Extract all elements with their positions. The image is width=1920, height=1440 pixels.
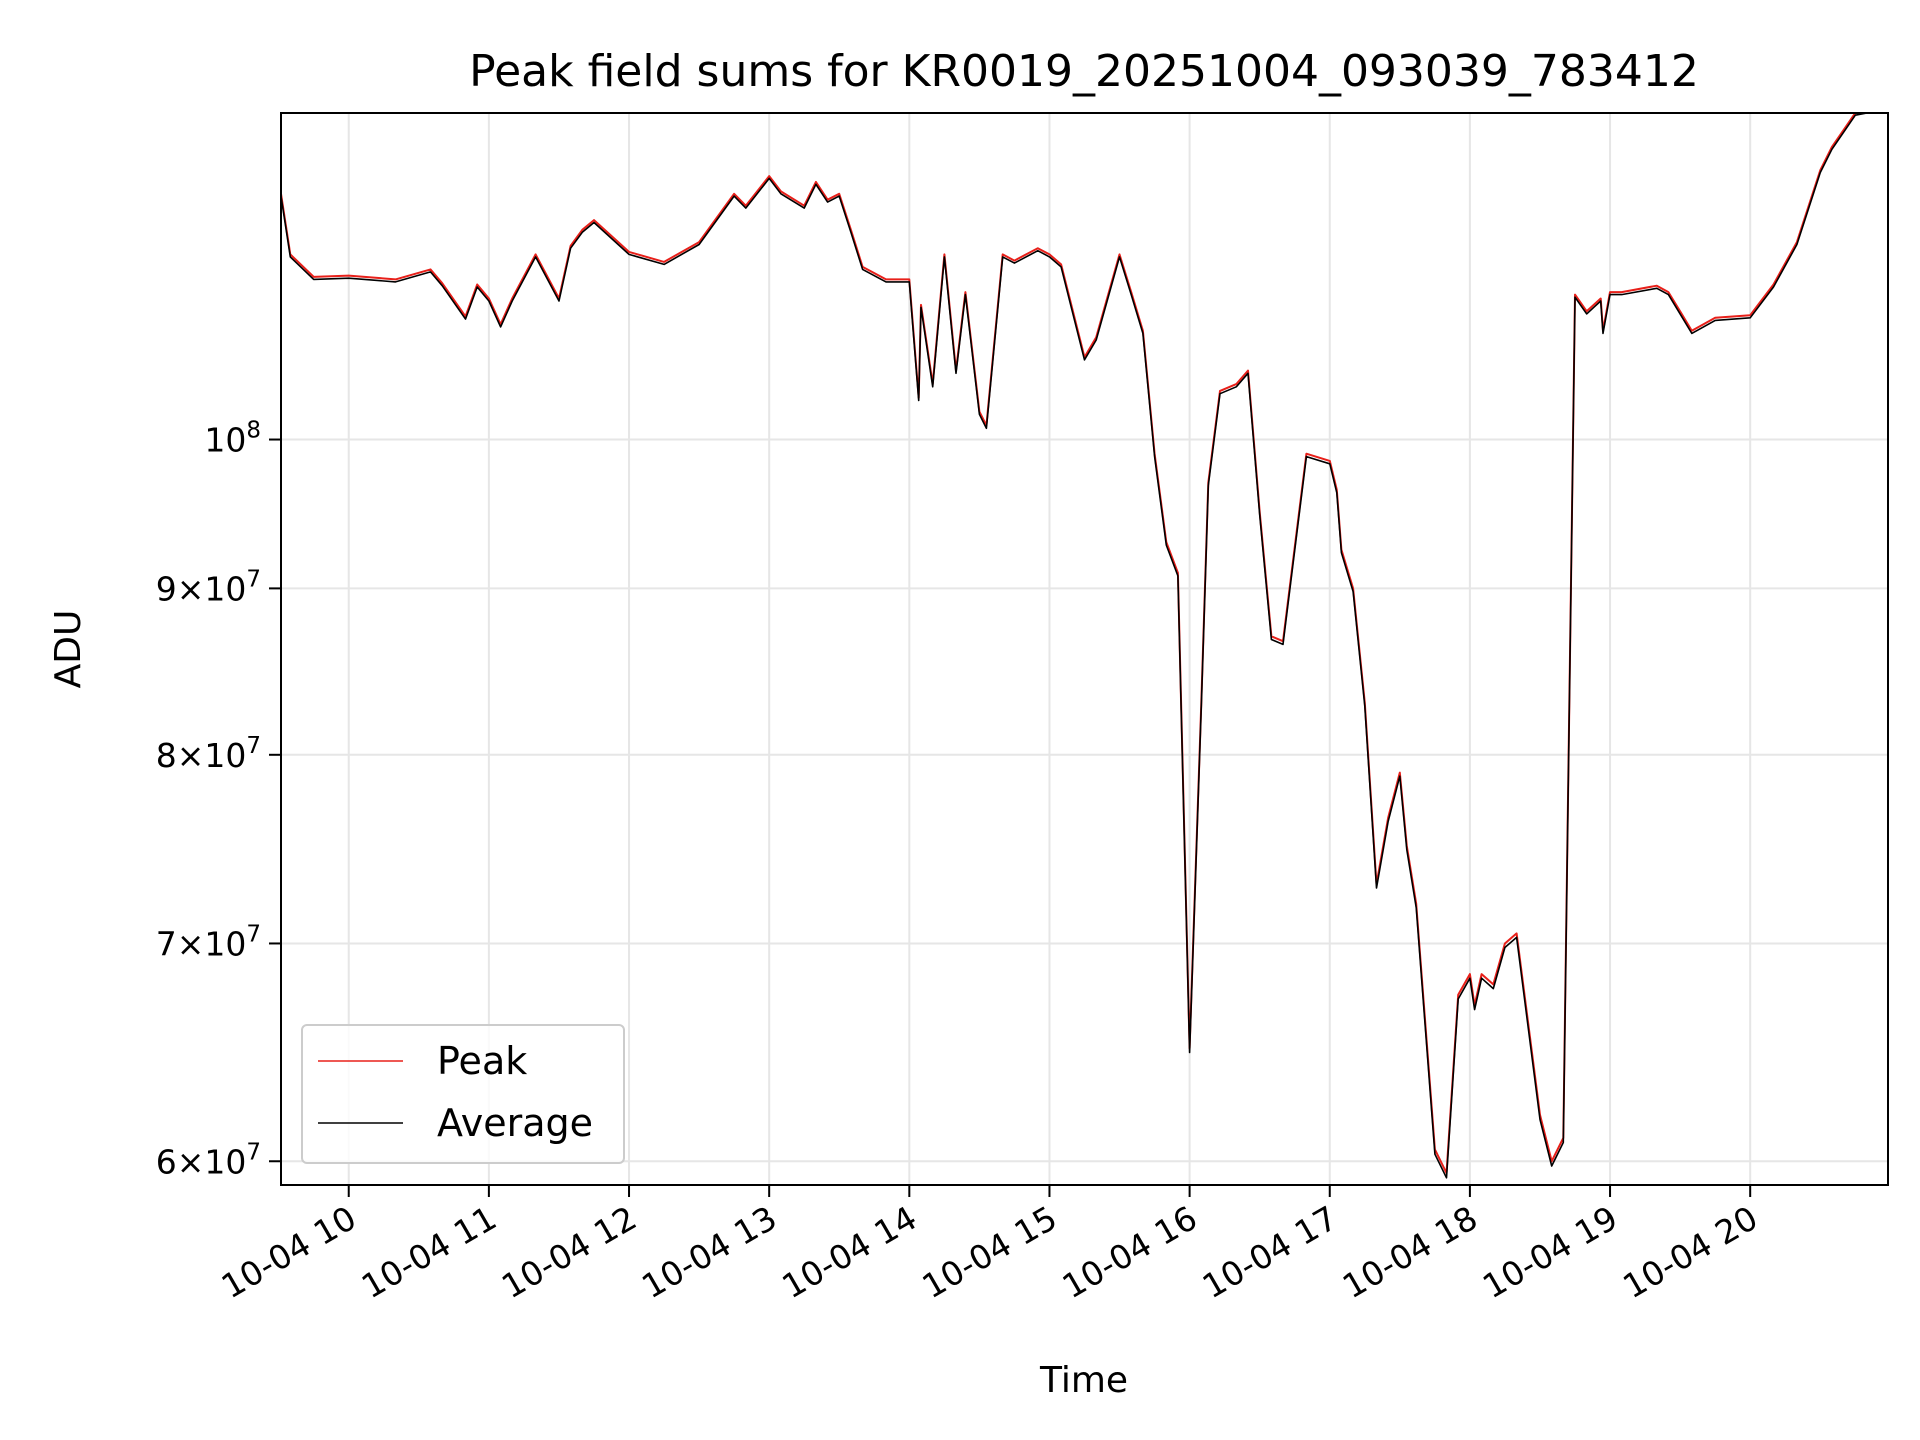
y-tick-label: 9×107 [156,566,261,608]
chart-title: Peak field sums for KR0019_20251004_0930… [469,46,1699,97]
y-axis-label: ADU [48,610,89,689]
legend: Peak Average [301,1024,625,1164]
legend-label-peak: Peak [437,1039,527,1083]
series-line-average [280,112,1888,1179]
y-tick-label: 7×107 [156,921,261,963]
y-tick-label: 6×107 [156,1139,261,1181]
plot-frame [280,112,1889,1186]
series-layer [280,112,1888,1179]
y-tick-label: 108 [204,418,261,460]
legend-label-average: Average [437,1101,593,1145]
legend-box [301,1024,625,1164]
series-line-peak [280,112,1888,1175]
x-axis-label: Time [1039,1360,1128,1401]
y-tick-label: 8×107 [156,733,261,775]
